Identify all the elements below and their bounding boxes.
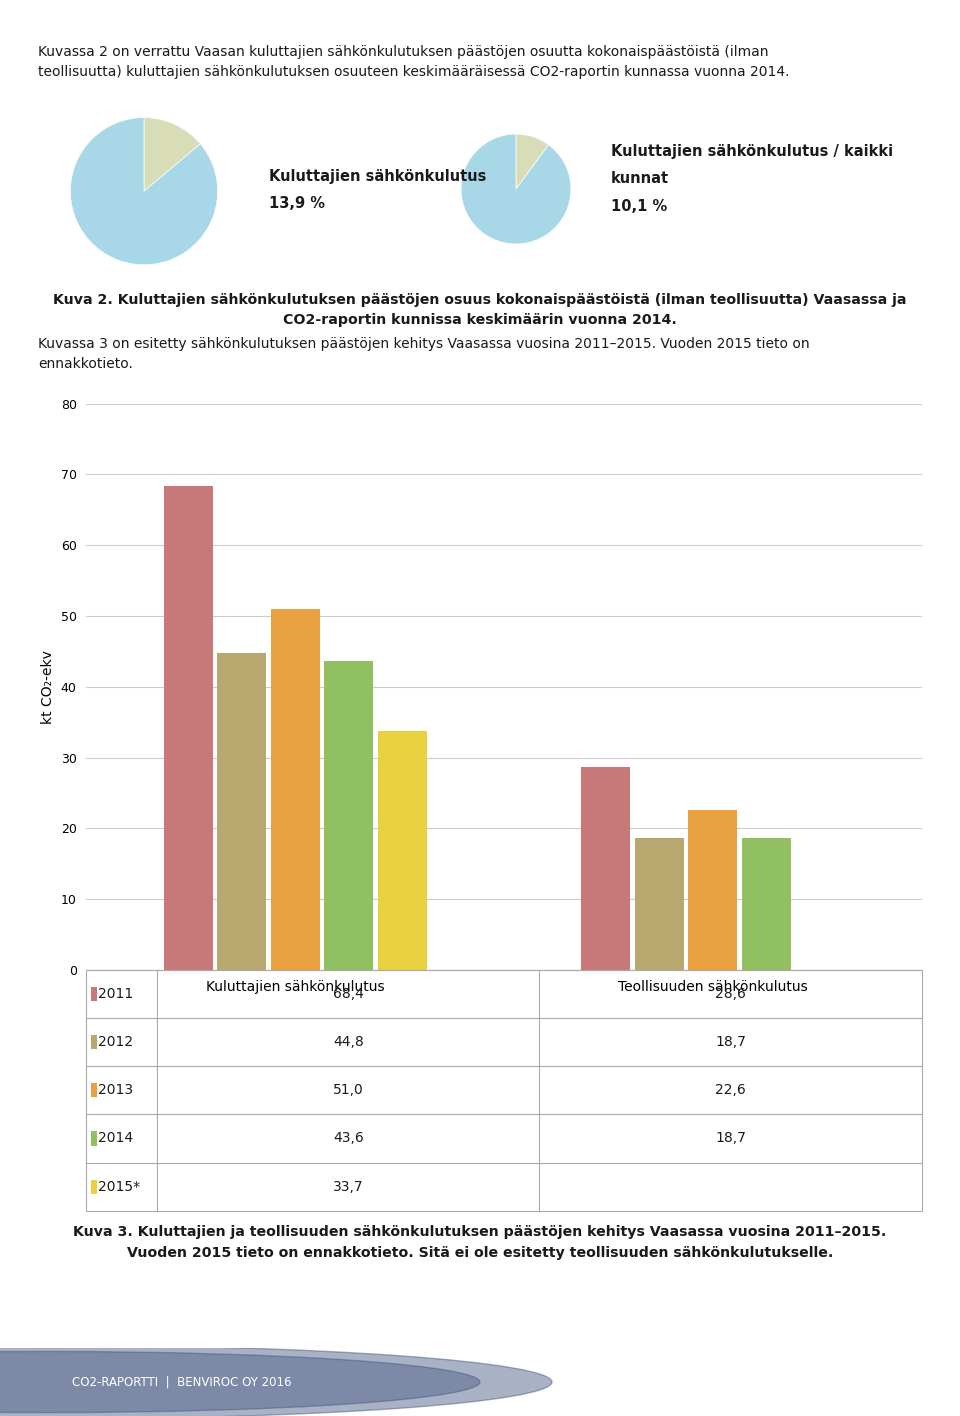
Text: 11: 11 — [890, 1365, 936, 1399]
Text: Kuva 3. Kuluttajien ja teollisuuden sähkönkulutuksen päästöjen kehitys Vaasassa : Kuva 3. Kuluttajien ja teollisuuden sähk… — [73, 1225, 887, 1239]
Wedge shape — [144, 118, 201, 191]
Text: Kuvassa 3 on esitetty sähkönkulutuksen päästöjen kehitys Vaasassa vuosina 2011–2: Kuvassa 3 on esitetty sähkönkulutuksen p… — [38, 337, 810, 351]
Bar — [217, 653, 266, 970]
Text: 2011: 2011 — [98, 987, 133, 1001]
Bar — [324, 661, 373, 970]
Bar — [91, 1131, 97, 1146]
Text: 2013: 2013 — [98, 1083, 133, 1097]
Text: CO2-RAPORTTI  |  BENVIROC OY 2016: CO2-RAPORTTI | BENVIROC OY 2016 — [72, 1375, 292, 1389]
Bar — [91, 1035, 97, 1049]
Text: 2012: 2012 — [98, 1035, 133, 1049]
Bar — [164, 486, 213, 970]
Text: Kuva 2. Kuluttajien sähkönkulutuksen päästöjen osuus kokonaispäästöistä (ilman t: Kuva 2. Kuluttajien sähkönkulutuksen pää… — [53, 293, 907, 307]
Text: ennakkotieto.: ennakkotieto. — [38, 357, 133, 371]
Text: 44,8: 44,8 — [333, 1035, 364, 1049]
Text: Vuoden 2015 tieto on ennakkotieto. Sitä ei ole esitetty teollisuuden sähkönkulut: Vuoden 2015 tieto on ennakkotieto. Sitä … — [127, 1246, 833, 1260]
Text: Kuvassa 2 on verrattu Vaasan kuluttajien sähkönkulutuksen päästöjen osuutta koko: Kuvassa 2 on verrattu Vaasan kuluttajien… — [38, 45, 769, 59]
Bar — [582, 767, 631, 970]
Bar — [377, 731, 426, 970]
Y-axis label: kt CO₂-ekv: kt CO₂-ekv — [41, 650, 55, 724]
Text: 33,7: 33,7 — [333, 1180, 364, 1194]
Bar — [271, 609, 320, 970]
Bar — [635, 837, 684, 970]
Text: kunnat: kunnat — [611, 171, 669, 185]
Bar — [742, 837, 791, 970]
Wedge shape — [516, 135, 548, 190]
Text: CO2-raportin kunnissa keskimäärin vuonna 2014.: CO2-raportin kunnissa keskimäärin vuonna… — [283, 313, 677, 327]
Wedge shape — [70, 118, 218, 265]
Text: 10,1 %: 10,1 % — [611, 200, 667, 214]
Bar — [91, 987, 97, 1001]
Text: 43,6: 43,6 — [333, 1131, 364, 1146]
Text: 22,6: 22,6 — [715, 1083, 746, 1097]
Text: Kuluttajien sähkönkulutus: Kuluttajien sähkönkulutus — [269, 170, 486, 184]
Circle shape — [0, 1345, 552, 1416]
Text: 2014: 2014 — [98, 1131, 133, 1146]
Text: 2015*: 2015* — [98, 1180, 140, 1194]
Text: 13,9 %: 13,9 % — [269, 197, 324, 211]
Text: 68,4: 68,4 — [333, 987, 364, 1001]
Text: teollisuutta) kuluttajien sähkönkulutuksen osuuteen keskimääräisessä CO2-raporti: teollisuutta) kuluttajien sähkönkulutuks… — [38, 65, 790, 79]
Text: 18,7: 18,7 — [715, 1131, 746, 1146]
Circle shape — [0, 1351, 480, 1413]
Text: 28,6: 28,6 — [715, 987, 746, 1001]
Bar — [91, 1083, 97, 1097]
Text: 18,7: 18,7 — [715, 1035, 746, 1049]
Wedge shape — [461, 135, 571, 244]
Text: 51,0: 51,0 — [333, 1083, 364, 1097]
Text: Kuluttajien sähkönkulutus / kaikki: Kuluttajien sähkönkulutus / kaikki — [611, 144, 893, 159]
Bar — [688, 810, 737, 970]
Bar — [91, 1180, 97, 1194]
